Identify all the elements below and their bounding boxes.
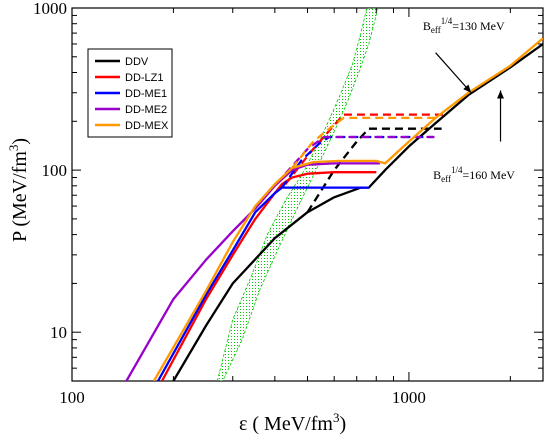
- y-tick-label: 10: [50, 323, 67, 342]
- y-axis-title-sup: 3: [6, 145, 21, 152]
- y-axis-title-end: ): [9, 138, 31, 145]
- x-tick-label: 100: [59, 388, 85, 407]
- series-layer: [125, 37, 543, 381]
- series-line-1-dashed: [306, 127, 442, 213]
- constraint-band-layer: [216, 8, 379, 381]
- annotation-arrow-head: [497, 90, 505, 99]
- y-axis-title: P (MeV/fm3): [6, 138, 31, 242]
- series-line-8-solid: [152, 37, 543, 381]
- x-axis-title: ε ( MeV/fm3): [239, 410, 346, 435]
- legend: DDV DD-LZ1 DD-ME1 DD-ME2 DD-MEX: [87, 48, 173, 138]
- x-tick-label: 1000: [392, 388, 426, 407]
- annotation-label: Beff1/4=160 MeV: [433, 165, 515, 184]
- series-line-2-solid: [160, 171, 377, 381]
- series-line-6-solid: [125, 162, 380, 381]
- axis-ticks: 100 1000 10 100 1000: [33, 0, 543, 407]
- constraint-band: [216, 8, 379, 381]
- annotation-arrow-line: [435, 52, 472, 94]
- series-line-9-dashed: [291, 116, 436, 169]
- annotations: Beff1/4=130 MeV Beff1/4=160 MeV: [423, 16, 515, 184]
- x-axis-title-end: ): [339, 413, 346, 435]
- annotation-label: Beff1/4=130 MeV: [423, 16, 505, 35]
- series-line-4-solid: [156, 186, 369, 381]
- legend-label: DD-MEX: [125, 120, 169, 132]
- series-line-3-dashed: [284, 113, 445, 185]
- y-tick-label: 1000: [33, 0, 67, 18]
- legend-label: DD-ME2: [125, 104, 167, 116]
- x-axis-title-sup: 3: [333, 410, 340, 425]
- legend-label: DDV: [125, 56, 149, 68]
- legend-label: DD-LZ1: [125, 72, 164, 84]
- annotation-arrow-head: [463, 84, 472, 93]
- y-tick-label: 100: [42, 161, 68, 180]
- legend-label: DD-ME1: [125, 88, 167, 100]
